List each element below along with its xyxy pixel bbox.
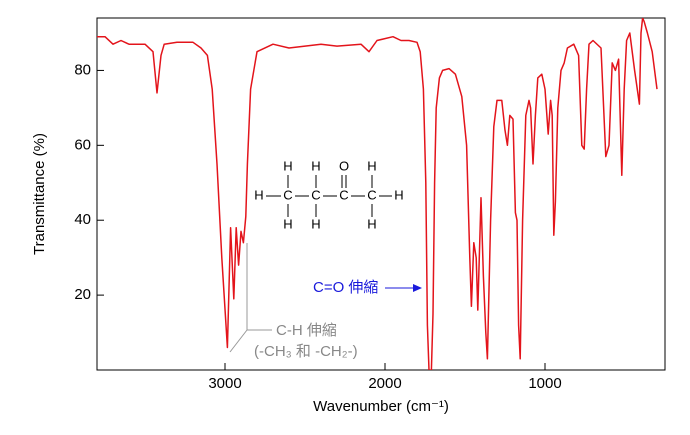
x-tick-label: 1000	[528, 375, 561, 392]
co-arrow	[385, 284, 422, 292]
atom: H	[283, 216, 292, 231]
y-axis-label: Transmittance (%)	[31, 133, 48, 255]
annotation: C-H 伸縮	[276, 322, 337, 339]
y-tick-label: 40	[74, 211, 91, 228]
annotation: (-CH₃ 和 -CH₂-)	[254, 343, 358, 360]
atom: H	[367, 158, 376, 173]
y-tick-label: 60	[74, 136, 91, 153]
annotation: C=O 伸縮	[313, 279, 378, 296]
atom: C	[283, 187, 292, 202]
plot-frame	[96, 17, 666, 371]
spectrum-line	[97, 18, 658, 370]
atom: O	[339, 158, 349, 173]
atom: C	[339, 187, 348, 202]
x-axis-label: Wavenumber (cm⁻¹)	[313, 398, 449, 415]
atom: C	[311, 187, 320, 202]
atom: H	[394, 187, 403, 202]
ch-callout	[229, 243, 272, 353]
atom: H	[283, 158, 292, 173]
atom: H	[367, 216, 376, 231]
atom: H	[311, 216, 320, 231]
y-tick-label: 80	[74, 61, 91, 78]
x-tick-label: 3000	[208, 375, 241, 392]
atom: H	[254, 187, 263, 202]
atom: C	[367, 187, 376, 202]
x-tick-label: 2000	[368, 375, 401, 392]
y-tick-label: 20	[74, 286, 91, 303]
atom: H	[311, 158, 320, 173]
molecule-bonds	[266, 175, 392, 217]
